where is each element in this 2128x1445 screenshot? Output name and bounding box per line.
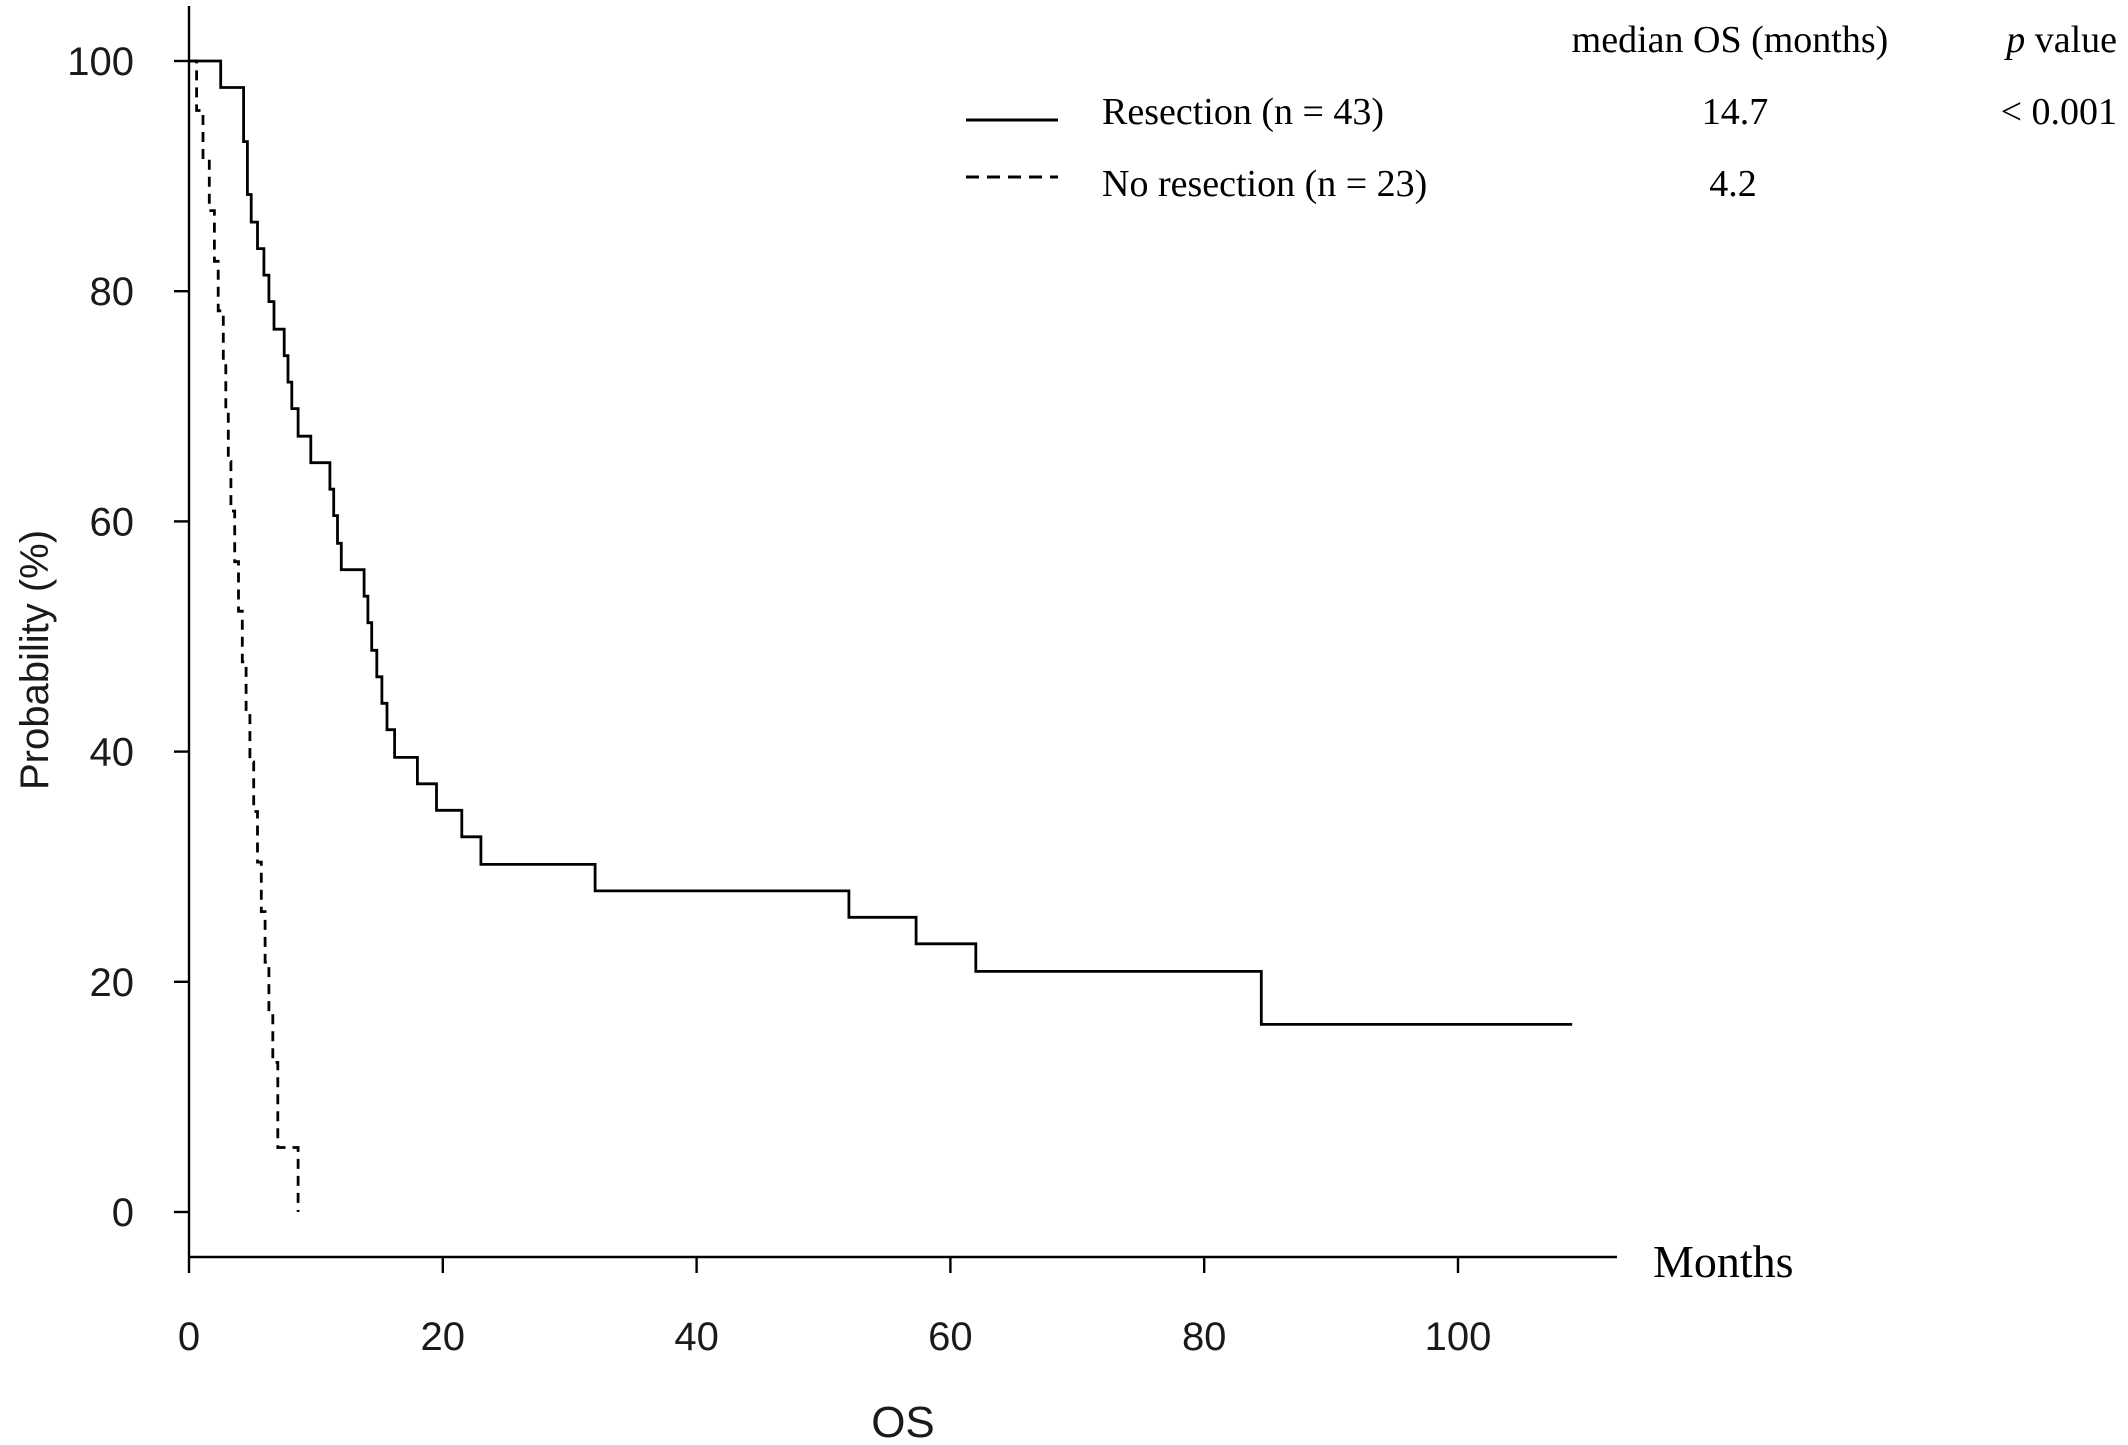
x-tick-label: 40 xyxy=(674,1315,719,1359)
y-tick-label: 20 xyxy=(90,961,135,1005)
p-italic: p xyxy=(2003,19,2025,61)
y-tick-label: 40 xyxy=(90,731,135,775)
p-value-header: p value xyxy=(2003,19,2117,61)
p-value-resection: < 0.001 xyxy=(2001,91,2117,133)
x-tick-label: 100 xyxy=(1425,1315,1492,1359)
x-tick-label: 80 xyxy=(1182,1315,1227,1359)
legend-label-resection: Resection (n = 43) xyxy=(1102,91,1384,133)
x-axis-unit-label: Months xyxy=(1653,1236,1794,1287)
legend-entry-resection: Resection (n = 43) 14.7 < 0.001 xyxy=(966,91,2117,133)
y-axis-title: Probability (%) xyxy=(13,530,57,790)
median-os-header: median OS (months) xyxy=(1572,19,1889,61)
series-no-resection-curve xyxy=(189,59,300,1212)
x-axis-title: OS xyxy=(871,1398,935,1445)
y-tick-label: 0 xyxy=(112,1191,134,1235)
y-tick-label: 100 xyxy=(67,40,134,84)
legend-label-no-resection: No resection (n = 23) xyxy=(1102,163,1427,205)
x-tick-label: 60 xyxy=(928,1315,973,1359)
median-os-no-resection: 4.2 xyxy=(1709,163,1757,205)
y-ticks: 0 20 40 60 80 100 xyxy=(67,40,189,1235)
x-ticks: 0 20 40 60 80 100 xyxy=(178,1257,1492,1359)
x-tick-label: 0 xyxy=(178,1315,200,1359)
median-os-resection: 14.7 xyxy=(1702,91,1769,133)
series-resection-curve xyxy=(189,59,1573,1026)
legend-entry-no-resection: No resection (n = 23) 4.2 xyxy=(966,163,1757,205)
series-layer xyxy=(189,59,1573,1212)
y-tick-label: 60 xyxy=(90,500,135,544)
p-value-word: value xyxy=(2025,19,2117,61)
x-tick-label: 20 xyxy=(421,1315,466,1359)
y-tick-label: 80 xyxy=(90,270,135,314)
